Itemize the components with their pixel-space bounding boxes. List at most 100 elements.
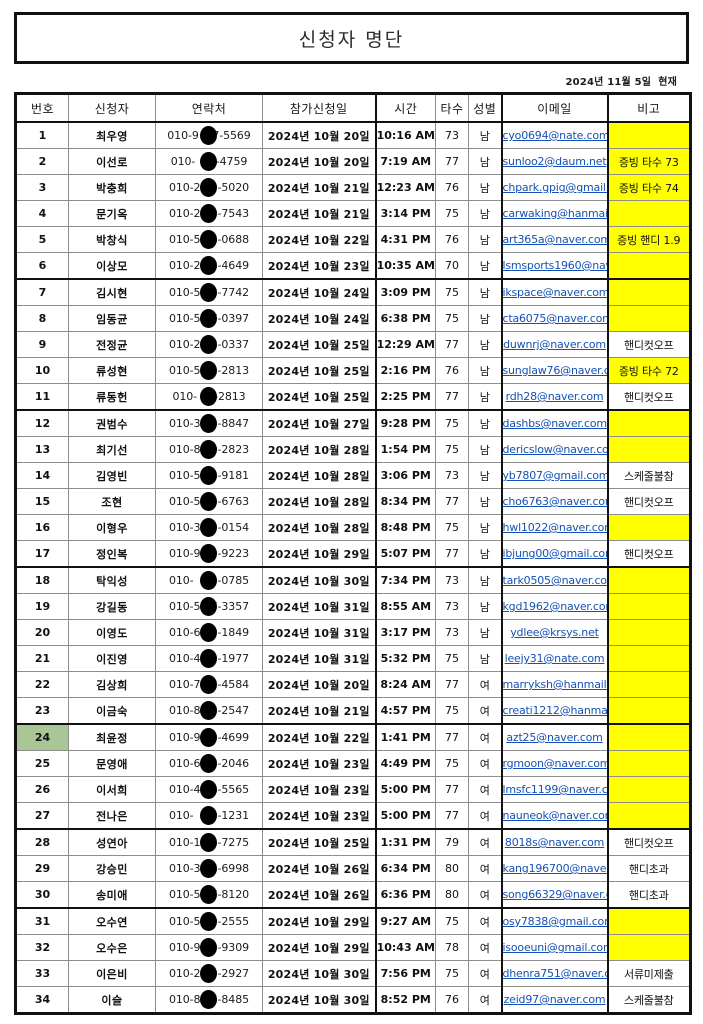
table-row: 29 강승민 010-3 6-6998 2024년 10월 26일 6:34 PM 80 여… — [15, 855, 691, 882]
cell-tel: 010-4 9-1977 — [155, 645, 263, 672]
cell-time: 7:19 AM — [374, 148, 436, 175]
cell-date: 2024년 10월 26일 — [262, 855, 376, 882]
cell-mail: duwnrj@naver.com — [500, 331, 608, 358]
cell-date: 2024년 10월 29일 — [262, 540, 376, 568]
cell-sex: 남 — [468, 357, 502, 384]
cell-name: 최윤정 — [68, 723, 156, 751]
cell-name: 김영빈 — [68, 462, 156, 489]
table-row: 14 김영빈 010-5 8-9181 2024년 10월 28일 3:06 PM 73 남… — [15, 462, 691, 489]
table-row: 19 강길동 010-5 7-3357 2024년 10월 31일 8:55 AM 73 남… — [15, 593, 691, 620]
cell-tel: 010-8 9-2823 — [155, 436, 263, 463]
table-row: 16 이형우 010-3 0-0154 2024년 10월 28일 8:48 PM 75 남… — [15, 514, 691, 541]
phone-number-text: 010-8 6-8485 — [168, 993, 249, 1006]
cell-mail: ibjung00@gmail.com — [500, 540, 608, 568]
cell-tel: 010-5 6-0688 — [155, 226, 263, 253]
document-title-box: 신청자 명단 — [14, 12, 689, 64]
column-header-date: 참가신청일 — [262, 93, 376, 123]
cell-date: 2024년 10월 22일 — [262, 226, 376, 253]
cell-sex: 남 — [468, 514, 502, 541]
cell-date: 2024년 10월 26일 — [262, 881, 376, 909]
phone-number-text: 010-7 5-4584 — [168, 678, 249, 691]
cell-date: 2024년 10월 20일 — [262, 148, 376, 175]
cell-no: 28 — [15, 828, 69, 856]
cell-sex: 남 — [468, 645, 502, 672]
cell-date: 2024년 10월 29일 — [262, 907, 376, 935]
column-header-tel: 연락처 — [155, 93, 263, 123]
phone-number-text: 010-6 8-2046 — [168, 757, 249, 770]
cell-mail: carwaking@hanmail.net — [500, 200, 608, 227]
cell-time: 12:23 AM — [374, 174, 436, 201]
cell-no: 33 — [15, 960, 69, 987]
cell-time: 5:07 PM — [374, 540, 436, 568]
phone-number-text: 010-5 9-2555 — [168, 915, 249, 928]
cell-note — [606, 645, 691, 672]
cell-sex: 남 — [468, 409, 502, 437]
cell-mail: osy7838@gmail.com — [500, 907, 608, 935]
cell-time: 10:35 AM — [374, 252, 436, 280]
cell-tel: 010-5 8-9181 — [155, 462, 263, 489]
table-row: 24 최윤정 010-9 9-4699 2024년 10월 22일 1:41 PM 77 여… — [15, 723, 691, 751]
cell-score: 73 — [435, 566, 469, 594]
phone-number-text: 010-2 8-0337 — [168, 338, 249, 351]
cell-score: 75 — [435, 514, 469, 541]
column-header-time: 시간 — [374, 93, 436, 123]
table-body: 1 최우영 010-9 7-5569 2024년 10월 20일 10:16 AM 73 남… — [15, 121, 691, 1014]
cell-tel: 010-2 9-7543 — [155, 200, 263, 227]
cell-no: 15 — [15, 488, 69, 515]
cell-tel: 010-5 4-6763 — [155, 488, 263, 515]
cell-name: 이은비 — [68, 960, 156, 987]
cell-time: 9:27 AM — [374, 907, 436, 935]
phone-number-text: 010- 1-2813 — [172, 390, 246, 403]
cell-tel: 010-2 0-5020 — [155, 174, 263, 201]
cell-tel: 010-5 7-8120 — [155, 881, 263, 909]
cell-mail: 8018s@naver.com — [500, 828, 608, 856]
cell-note: 증빙 타수 73 — [606, 148, 691, 175]
cell-date: 2024년 10월 28일 — [262, 462, 376, 489]
phone-number-text: 010-5 4-6763 — [168, 495, 249, 508]
cell-date: 2024년 10월 30일 — [262, 986, 376, 1014]
cell-tel: 010-9 9-9309 — [155, 934, 263, 961]
cell-mail: cyo0694@nate.com — [500, 121, 608, 149]
cell-tel: 010-3 0-0154 — [155, 514, 263, 541]
cell-name: 최우영 — [68, 121, 156, 149]
cell-date: 2024년 10월 21일 — [262, 200, 376, 227]
cell-tel: 010-7 5-4584 — [155, 671, 263, 698]
cell-sex: 남 — [468, 436, 502, 463]
cell-time: 6:36 PM — [374, 881, 436, 909]
cell-note — [606, 776, 691, 803]
cell-sex: 여 — [468, 723, 502, 751]
cell-date: 2024년 10월 28일 — [262, 488, 376, 515]
cell-mail: azt25@naver.com — [500, 723, 608, 751]
cell-name: 정인복 — [68, 540, 156, 568]
cell-note: 핸디컷오프 — [606, 828, 691, 856]
cell-time: 2:16 PM — [374, 357, 436, 384]
cell-sex: 남 — [468, 383, 502, 411]
cell-sex: 남 — [468, 593, 502, 620]
cell-sex: 남 — [468, 462, 502, 489]
cell-score: 77 — [435, 331, 469, 358]
table-row: 1 최우영 010-9 7-5569 2024년 10월 20일 10:16 AM 73 남… — [15, 121, 691, 149]
cell-time: 6:34 PM — [374, 855, 436, 882]
cell-no: 11 — [15, 383, 69, 411]
cell-note: 증빙 타수 74 — [606, 174, 691, 201]
cell-score: 75 — [435, 645, 469, 672]
table-row: 34 이슬 010-8 6-8485 2024년 10월 30일 8:52 PM 76 여 z… — [15, 986, 691, 1014]
column-header-sex: 성별 — [468, 93, 502, 123]
cell-note: 서류미제출 — [606, 960, 691, 987]
cell-time: 8:55 AM — [374, 593, 436, 620]
cell-name: 탁익성 — [68, 566, 156, 594]
cell-mail: nauneok@naver.com — [500, 802, 608, 830]
cell-score: 73 — [435, 593, 469, 620]
table-row: 8 임동균 010-5 7-0397 2024년 10월 24일 6:38 PM 75 남 c… — [15, 305, 691, 332]
cell-note — [606, 619, 691, 646]
cell-date: 2024년 10월 28일 — [262, 436, 376, 463]
cell-date: 2024년 10월 31일 — [262, 645, 376, 672]
cell-sex: 여 — [468, 960, 502, 987]
cell-sex: 남 — [468, 566, 502, 594]
header-row: 번호 신청자 연락처 참가신청일 시간 타수 성별 이메일 비고 — [15, 93, 691, 123]
phone-number-text: 010-2 9-7543 — [168, 207, 249, 220]
phone-number-text: 010-9 9-9309 — [168, 941, 249, 954]
cell-note: 핸디컷오프 — [606, 383, 691, 411]
cell-sex: 여 — [468, 776, 502, 803]
